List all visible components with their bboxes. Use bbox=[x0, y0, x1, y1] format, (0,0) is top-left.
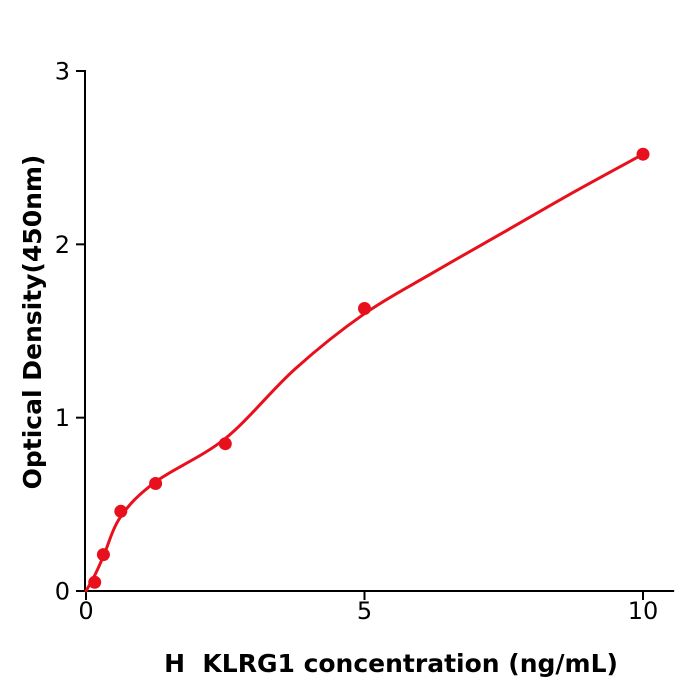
y-tick-label: 1 bbox=[55, 404, 70, 432]
y-tick-label: 2 bbox=[55, 231, 70, 259]
data-point-marker bbox=[149, 477, 163, 490]
x-axis-title: H KLRG1 concentration (ng/mL) bbox=[164, 649, 618, 678]
y-tick-label: 3 bbox=[55, 58, 70, 86]
fit-curve-line bbox=[84, 152, 645, 593]
data-point-marker bbox=[636, 147, 650, 161]
x-tick-label: 5 bbox=[357, 597, 372, 625]
y-tick-label: 0 bbox=[55, 578, 70, 606]
tick-labels: 0 1 2 3 0 5 10 bbox=[55, 58, 659, 625]
data-point-marker bbox=[88, 575, 102, 589]
y-axis-title: Optical Density(450nm) bbox=[18, 155, 47, 490]
x-tick-label: 10 bbox=[628, 597, 659, 625]
x-tick-label: 0 bbox=[78, 597, 93, 625]
data-point-marker bbox=[358, 302, 371, 315]
data-point-marker bbox=[96, 548, 110, 562]
data-point-marker bbox=[218, 437, 232, 451]
data-points bbox=[88, 147, 650, 589]
axes bbox=[76, 70, 675, 600]
data-point-marker bbox=[114, 504, 128, 518]
